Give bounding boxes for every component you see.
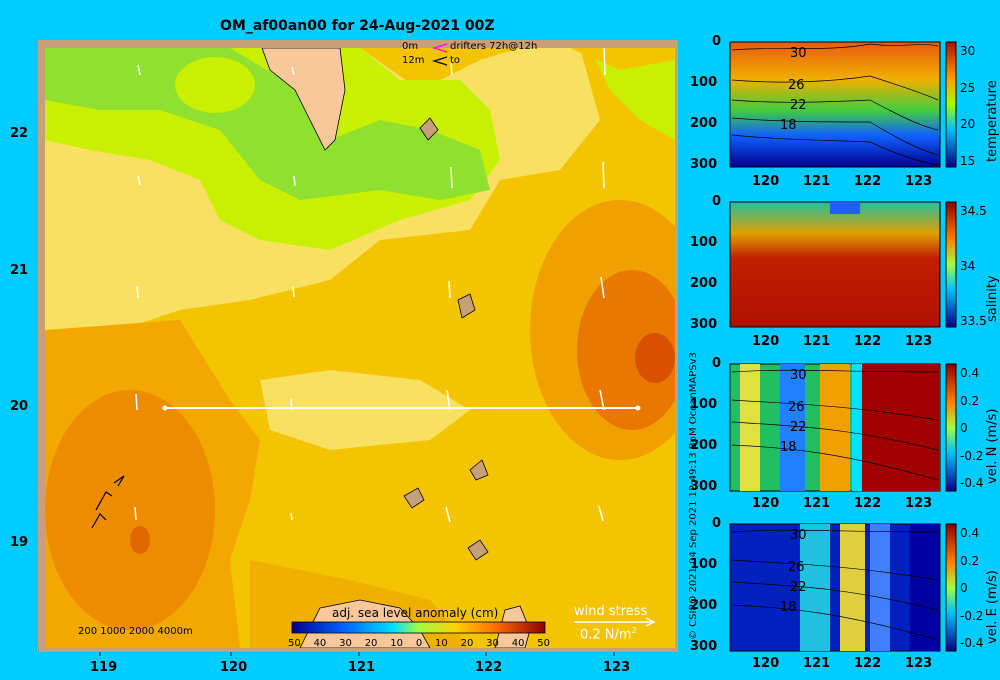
panel-colorbar-tick: 15 xyxy=(960,154,976,168)
panel-variable-label: salinity xyxy=(985,275,1000,322)
panel-x-tick: 122 xyxy=(854,656,882,671)
panel-colorbar-tick: 0 xyxy=(960,581,968,595)
panel-y-tick: 0 xyxy=(712,356,722,371)
panel-colorbar-tick: 25 xyxy=(960,80,976,95)
contour-label: 22 xyxy=(790,98,807,113)
panel-colorbar-tick: 0 xyxy=(960,421,968,435)
panel-colorbar-tick: -0.4 xyxy=(960,476,984,490)
panel-y-tick: 100 xyxy=(690,235,718,250)
contour-label: 30 xyxy=(790,528,807,543)
panel-x-tick: 121 xyxy=(803,174,831,189)
contour-label: 22 xyxy=(790,420,807,435)
y-tick: 20 xyxy=(10,399,29,414)
contour-label: 26 xyxy=(788,400,805,415)
y-tick: 22 xyxy=(10,126,29,141)
panel-colorbar-tick: 34.5 xyxy=(960,204,987,218)
panel-y-tick: 0 xyxy=(712,34,722,49)
contour-label: 22 xyxy=(790,580,807,595)
contour-label: 18 xyxy=(780,118,797,133)
wind-scale-label: 0.2 N/m2 xyxy=(580,626,637,643)
panel-y-tick: 200 xyxy=(690,598,718,613)
panel-y-tick: 200 xyxy=(690,116,718,131)
panel-y-tick: 200 xyxy=(690,438,718,453)
y-tick: 19 xyxy=(10,535,29,550)
contour-label: 26 xyxy=(788,78,805,93)
x-tick: 121 xyxy=(348,660,376,675)
colorbar-ticks: 50 40 30 20 10 0 10 20 30 40 50 xyxy=(288,638,550,649)
panel-variable-label: vel. N (m/s) xyxy=(985,408,1000,484)
section-panels xyxy=(729,41,957,652)
panel-y-tick: 300 xyxy=(690,157,718,172)
contour-label: 18 xyxy=(780,440,797,455)
panel-colorbar-tick: 33.5 xyxy=(960,314,987,328)
panel-colorbar-tick: 0.4 xyxy=(960,526,980,540)
legend-drifters: drifters 72h@12h xyxy=(450,41,538,52)
panel-x-tick: 121 xyxy=(803,496,831,511)
contour-label: 30 xyxy=(790,46,807,61)
panel-colorbar-tick: 30 xyxy=(960,44,976,58)
panel-colorbar-tick: 0.2 xyxy=(960,393,980,408)
legend-to: to xyxy=(450,55,461,66)
panel-y-tick: 300 xyxy=(690,639,718,654)
panel-y-tick: 0 xyxy=(712,194,722,209)
legend-0m: 0m xyxy=(402,41,419,52)
y-tick: 21 xyxy=(10,263,29,278)
panel-y-tick: 300 xyxy=(690,317,718,332)
map-title: OM_af00an00 for 24-Aug-2021 00Z xyxy=(220,18,495,34)
panel-x-tick: 121 xyxy=(803,334,831,349)
legend-12m: 12m xyxy=(402,55,425,66)
panel-x-tick: 120 xyxy=(752,174,780,189)
panel-colorbar-tick: -0.2 xyxy=(960,448,984,463)
panel-y-tick: 100 xyxy=(690,557,718,572)
panel-colorbar-tick: -0.2 xyxy=(960,608,984,623)
sea-level-colorbar xyxy=(291,621,546,634)
depth-legend: 200 1000 2000 4000m xyxy=(78,626,193,637)
x-tick: 123 xyxy=(603,660,631,675)
panel-x-tick: 123 xyxy=(905,334,933,349)
wind-stress-label: wind stress xyxy=(574,604,648,619)
panel-x-tick: 122 xyxy=(854,174,882,189)
panel-x-tick: 123 xyxy=(905,656,933,671)
contour-label: 26 xyxy=(788,560,805,575)
credit-text: © CSIRO 2021 04 Sep 2021 12:49:13 BpM Oc… xyxy=(688,352,699,640)
panel-colorbar-tick: 34 xyxy=(960,259,976,273)
panel-x-tick: 123 xyxy=(905,174,933,189)
colorbar-label: adj. sea level anomaly (cm) xyxy=(332,606,499,620)
panel-y-tick: 300 xyxy=(690,479,718,494)
sea-level-field xyxy=(45,48,675,648)
panel-x-tick: 121 xyxy=(803,656,831,671)
panel-x-tick: 120 xyxy=(752,656,780,671)
panel-x-tick: 120 xyxy=(752,496,780,511)
contour-label: 18 xyxy=(780,600,797,615)
panel-variable-label: vel. E (m/s) xyxy=(985,570,1000,644)
panel-y-tick: 200 xyxy=(690,276,718,291)
panel-x-tick: 122 xyxy=(854,496,882,511)
panel-colorbar-tick: 0.2 xyxy=(960,553,980,568)
panel-colorbar-tick: 20 xyxy=(960,117,976,132)
x-tick: 122 xyxy=(475,660,503,675)
drifter-tracks xyxy=(91,475,125,529)
panel-y-tick: 100 xyxy=(690,397,718,412)
x-tick: 119 xyxy=(90,660,118,675)
panel-x-tick: 122 xyxy=(854,334,882,349)
contour-label: 30 xyxy=(790,368,807,383)
x-tick: 120 xyxy=(220,660,248,675)
panel-y-tick: 0 xyxy=(712,516,722,531)
panel-x-tick: 123 xyxy=(905,496,933,511)
panel-y-tick: 100 xyxy=(690,75,718,90)
panel-variable-label: temperature xyxy=(985,80,1000,162)
panel-x-tick: 120 xyxy=(752,334,780,349)
panel-colorbar-tick: 0.4 xyxy=(960,366,980,380)
panel-colorbar-tick: -0.4 xyxy=(960,636,984,650)
